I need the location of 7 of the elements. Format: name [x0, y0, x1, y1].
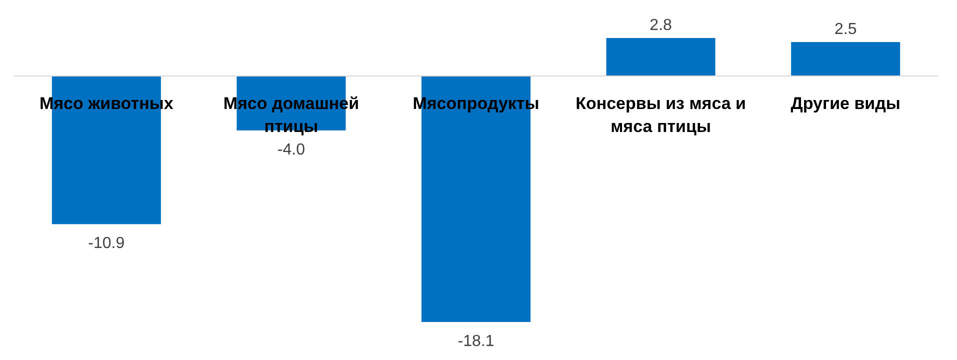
- x-tick-label: Другие виды: [790, 94, 900, 114]
- data-label: 2.8: [650, 17, 672, 34]
- data-label: -18.1: [458, 333, 494, 350]
- data-label: -4.0: [277, 141, 306, 158]
- data-label: -10.9: [88, 235, 125, 252]
- data-label: 2.5: [834, 21, 857, 38]
- x-tick-label: Консервы из мяса и мяса птицы: [576, 94, 746, 136]
